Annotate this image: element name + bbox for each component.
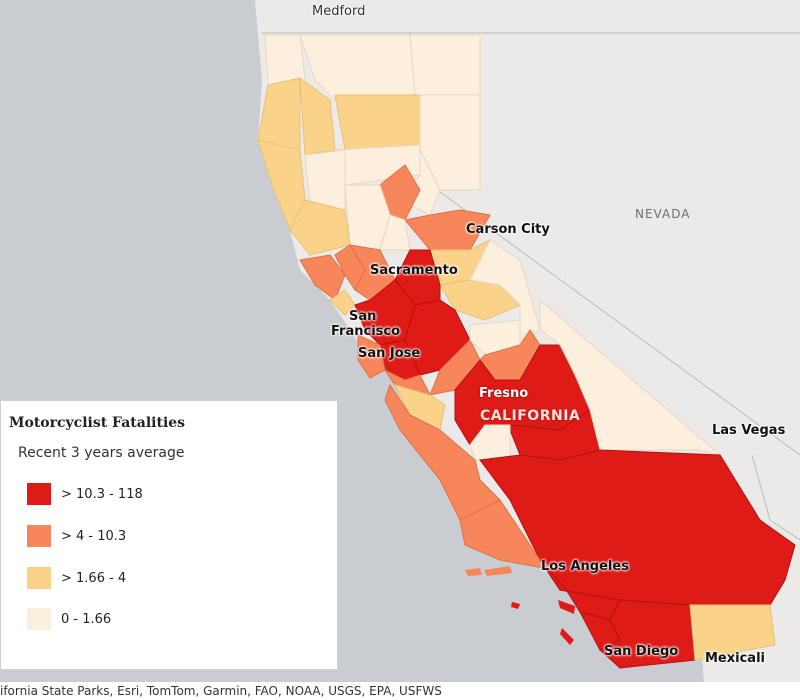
label-sacramento: Sacramento — [370, 263, 458, 278]
county-ventura-santa-barbara[interactable] — [459, 499, 556, 571]
map-attribution[interactable]: ifornia State Parks, Esri, TomTom, Garmi… — [0, 682, 800, 700]
label-mexicali: Mexicali — [705, 651, 765, 666]
legend-label-class-4: 0 - 1.66 — [61, 611, 112, 627]
label-san-jose: San Jose — [358, 346, 421, 361]
legend-item-class-2: > 4 - 10.3 — [27, 525, 126, 547]
label-medford: Medford — [312, 4, 366, 19]
county-santa-cruz-sanbenito[interactable] — [383, 368, 431, 396]
county-yuba-sutter[interactable] — [379, 214, 411, 251]
island-small[interactable] — [511, 602, 520, 609]
county-san-diego[interactable] — [599, 599, 696, 669]
legend-swatch-class-1 — [27, 483, 51, 505]
county-modoc[interactable] — [409, 34, 481, 96]
county-lake[interactable] — [289, 199, 351, 256]
county-imperial[interactable] — [689, 604, 776, 661]
county-monterey[interactable] — [394, 384, 446, 431]
label-fresno: Fresno — [479, 386, 529, 401]
legend-item-class-3: > 1.66 - 4 — [27, 567, 126, 589]
legend-subtitle: Recent 3 years average — [18, 445, 185, 461]
label-las-vegas: Las Vegas — [712, 423, 786, 438]
legend-title: Motorcyclist Fatalities — [9, 415, 186, 431]
island-santa-rosa[interactable] — [484, 566, 512, 576]
legend-item-class-1: > 10.3 - 118 — [27, 483, 143, 505]
legend-label-class-2: > 4 - 10.3 — [61, 528, 127, 544]
island-san-clemente[interactable] — [560, 628, 574, 645]
island-santa-catalina[interactable] — [558, 600, 575, 614]
legend-label-class-3: > 1.66 - 4 — [61, 570, 127, 586]
legend-swatch-class-3 — [27, 567, 51, 589]
legend-label-class-1: > 10.3 - 118 — [61, 486, 143, 502]
county-san-mateo[interactable] — [357, 334, 386, 379]
legend-swatch-class-2 — [27, 525, 51, 547]
label-san-diego: San Diego — [604, 644, 679, 659]
label-california: CALIFORNIA — [480, 408, 581, 424]
county-lassen[interactable] — [419, 94, 481, 191]
label-san-francisco-line1: San — [349, 309, 377, 324]
county-sonoma[interactable] — [299, 254, 346, 301]
county-shasta[interactable] — [334, 94, 421, 151]
label-nevada: NEVADA — [635, 207, 691, 221]
label-carson-city: Carson City — [466, 222, 550, 237]
legend-panel: Motorcyclist Fatalities Recent 3 years a… — [0, 400, 338, 670]
label-san-francisco-line2: Francisco — [331, 324, 401, 339]
label-los-angeles: Los Angeles — [541, 559, 629, 574]
legend-item-class-4: 0 - 1.66 — [27, 608, 111, 630]
legend-swatch-class-4 — [27, 608, 51, 630]
island-santa-cruz[interactable] — [465, 568, 482, 576]
